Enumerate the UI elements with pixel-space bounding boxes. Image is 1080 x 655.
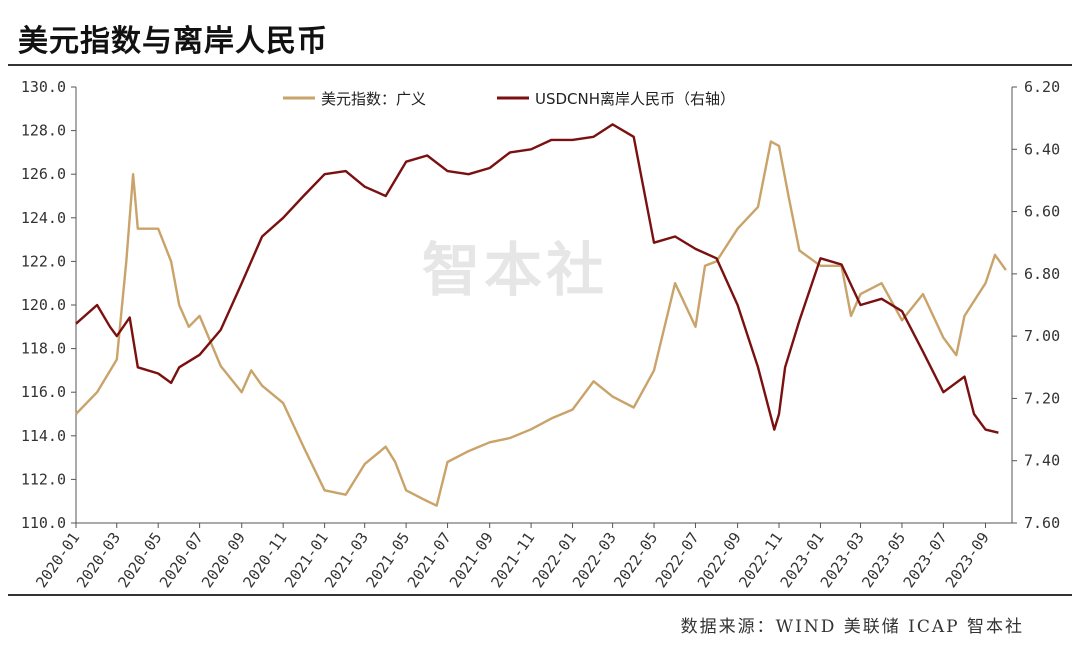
usd-index-line [75, 140, 1007, 507]
left-tick-label: 110.0 [21, 514, 66, 532]
source-note: 数据来源：WIND 美联储 ICAP 智本社 [680, 617, 1024, 637]
right-tick-label: 7.00 [1024, 327, 1060, 345]
legend-item-usd-index-label: 美元指数：广义 [321, 90, 426, 108]
right-tick-label: 6.80 [1024, 265, 1060, 283]
right-tick-label: 7.40 [1024, 452, 1060, 470]
right-tick-label: 6.20 [1024, 78, 1060, 96]
right-tick-label: 7.60 [1024, 514, 1060, 532]
left-tick-label: 120.0 [21, 296, 66, 314]
left-tick-label: 122.0 [21, 252, 66, 270]
left-tick-label: 118.0 [21, 340, 66, 358]
right-tick-label: 6.40 [1024, 140, 1060, 158]
right-tick-label: 7.20 [1024, 389, 1060, 407]
axes: 110.0 112.0 114.0 116.0 118.0 120.0 122.0 124.0… [21, 78, 1060, 591]
left-tick-label: 112.0 [21, 470, 66, 488]
series-lines [75, 123, 1007, 507]
legend-item-usdcnh-label: USDCNH离岸人民币（右轴） [535, 90, 735, 108]
right-tick-label: 6.60 [1024, 203, 1060, 221]
x-tick-label: 2023-09 [942, 529, 993, 591]
left-tick-label: 114.0 [21, 427, 66, 445]
chart: 智本社 110.0112.0114.0116.0118.0120.0122.01… [21, 78, 1060, 591]
title-divider [8, 64, 1072, 66]
usdcnh-line [75, 123, 999, 434]
left-tick-label: 124.0 [21, 209, 66, 227]
footer-divider [8, 594, 1072, 596]
left-tick-label: 128.0 [21, 122, 66, 140]
left-tick-label: 116.0 [21, 383, 66, 401]
watermark: 智本社 [422, 236, 608, 304]
page-title: 美元指数与离岸人民币 [18, 24, 328, 59]
left-tick-label: 126.0 [21, 165, 66, 183]
left-tick-label: 130.0 [21, 78, 66, 96]
legend: 美元指数：广义 USDCNH离岸人民币（右轴） [283, 90, 735, 108]
